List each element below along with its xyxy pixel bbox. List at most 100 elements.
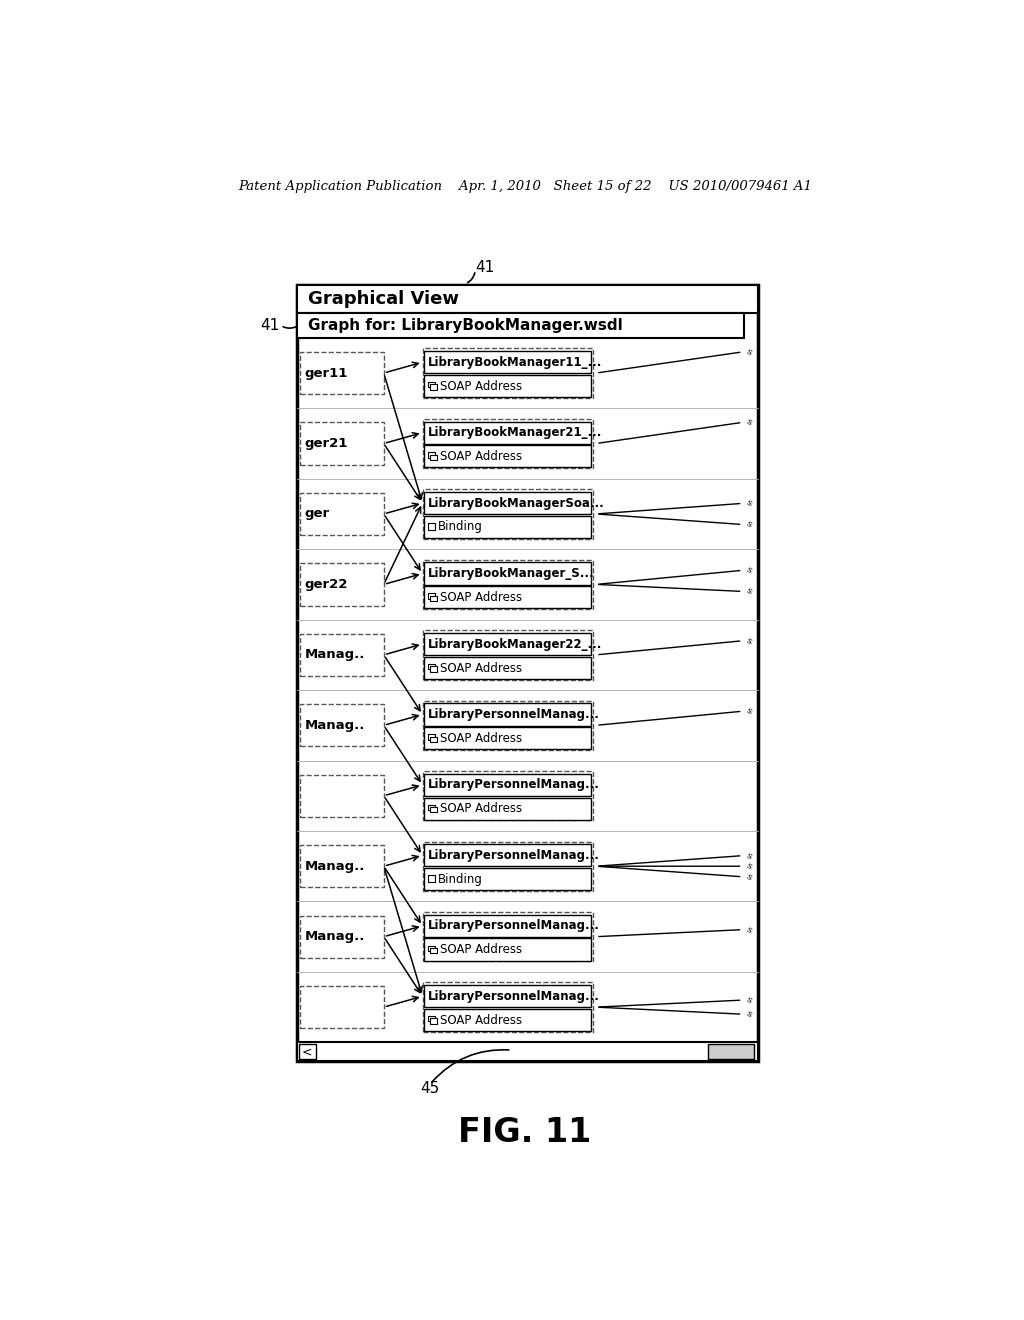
Bar (428, 875, 435, 882)
Bar (300, 916, 384, 958)
Bar (423, 490, 593, 539)
Bar (424, 351, 592, 374)
Text: LibraryPersonnelManag...: LibraryPersonnelManag... (428, 990, 600, 1003)
Bar (430, 384, 437, 389)
Text: s: s (744, 995, 753, 1006)
Text: LibraryPersonnelManag...: LibraryPersonnelManag... (428, 708, 600, 721)
Text: SOAP Address: SOAP Address (439, 661, 521, 675)
Bar (428, 945, 435, 950)
Text: s: s (744, 1008, 753, 1019)
Text: LibraryBookManagerSoa...: LibraryBookManagerSoa... (428, 496, 605, 510)
Bar (430, 737, 437, 742)
Text: SOAP Address: SOAP Address (439, 803, 521, 816)
Bar (423, 842, 593, 891)
Bar (300, 775, 384, 817)
Text: Graphical View: Graphical View (308, 290, 459, 309)
Bar (424, 915, 592, 937)
Text: 41: 41 (261, 318, 280, 333)
Text: Manag..: Manag.. (305, 719, 366, 731)
Text: ger11: ger11 (305, 367, 348, 380)
Text: SOAP Address: SOAP Address (439, 591, 521, 605)
Bar (424, 774, 592, 796)
Bar (423, 418, 593, 469)
Bar (424, 445, 592, 467)
Bar (424, 586, 592, 609)
Bar (430, 455, 437, 461)
Bar (300, 564, 384, 606)
Text: SOAP Address: SOAP Address (439, 944, 521, 957)
Bar (430, 667, 437, 672)
Text: LibraryPersonnelManag...: LibraryPersonnelManag... (428, 849, 600, 862)
Bar (424, 421, 592, 444)
Bar (300, 704, 384, 746)
Text: s: s (744, 565, 753, 576)
Bar (300, 352, 384, 395)
Text: s: s (744, 347, 753, 356)
Text: s: s (744, 586, 753, 597)
Bar (297, 285, 758, 313)
Text: Manag..: Manag.. (305, 931, 366, 944)
Bar (299, 1044, 315, 1059)
Bar (428, 594, 435, 599)
Text: LibraryBookManager21_...: LibraryBookManager21_... (428, 426, 602, 440)
Text: 45: 45 (421, 1081, 440, 1096)
Bar (300, 845, 384, 887)
Text: 41: 41 (475, 260, 495, 276)
Text: ger21: ger21 (305, 437, 348, 450)
Text: LibraryPersonnelManag...: LibraryPersonnelManag... (428, 919, 600, 932)
Bar (424, 492, 592, 515)
Bar (430, 595, 437, 601)
Bar (430, 948, 437, 953)
Bar (424, 845, 592, 866)
Bar (428, 453, 435, 458)
Bar (300, 422, 384, 465)
Text: <: < (302, 1045, 312, 1059)
Text: LibraryBookManager_S...: LibraryBookManager_S... (428, 568, 595, 579)
Text: LibraryPersonnelManag...: LibraryPersonnelManag... (428, 779, 600, 792)
Text: s: s (744, 417, 753, 428)
Bar (423, 912, 593, 961)
Bar (423, 701, 593, 750)
Bar (424, 516, 592, 537)
Bar (297, 1043, 758, 1061)
Text: Graph for: LibraryBookManager.wsdl: Graph for: LibraryBookManager.wsdl (308, 318, 623, 333)
Bar (297, 313, 744, 338)
Bar (428, 381, 435, 387)
Bar (430, 807, 437, 812)
Text: SOAP Address: SOAP Address (439, 733, 521, 744)
Text: s: s (744, 636, 753, 645)
Bar (424, 704, 592, 726)
Text: FIG. 11: FIG. 11 (458, 1115, 592, 1148)
Bar (300, 634, 384, 676)
Text: ger: ger (305, 507, 330, 520)
Bar (423, 630, 593, 680)
Text: ger22: ger22 (305, 578, 348, 591)
Text: s: s (744, 519, 753, 529)
Bar (430, 1019, 437, 1024)
Bar (423, 560, 593, 609)
Text: s: s (744, 706, 753, 717)
Bar (424, 1008, 592, 1031)
Bar (424, 375, 592, 397)
Bar (424, 727, 592, 750)
Text: LibraryBookManager11_...: LibraryBookManager11_... (428, 355, 602, 368)
Text: LibraryBookManager22_...: LibraryBookManager22_... (428, 638, 602, 651)
Text: Binding: Binding (438, 520, 483, 533)
Bar (423, 348, 593, 397)
Bar (708, 1044, 755, 1059)
Bar (300, 492, 384, 535)
Text: SOAP Address: SOAP Address (439, 450, 521, 463)
Bar (428, 1016, 435, 1022)
Bar (424, 985, 592, 1007)
Bar (424, 634, 592, 655)
Text: Patent Application Publication    Apr. 1, 2010   Sheet 15 of 22    US 2010/00794: Patent Application Publication Apr. 1, 2… (238, 181, 812, 194)
Bar (424, 562, 592, 585)
Bar (428, 523, 435, 529)
Bar (423, 982, 593, 1032)
Text: s: s (744, 850, 753, 861)
Text: SOAP Address: SOAP Address (439, 380, 521, 393)
Bar (424, 656, 592, 678)
Bar (423, 771, 593, 821)
Text: SOAP Address: SOAP Address (439, 1014, 521, 1027)
Text: s: s (744, 861, 753, 871)
